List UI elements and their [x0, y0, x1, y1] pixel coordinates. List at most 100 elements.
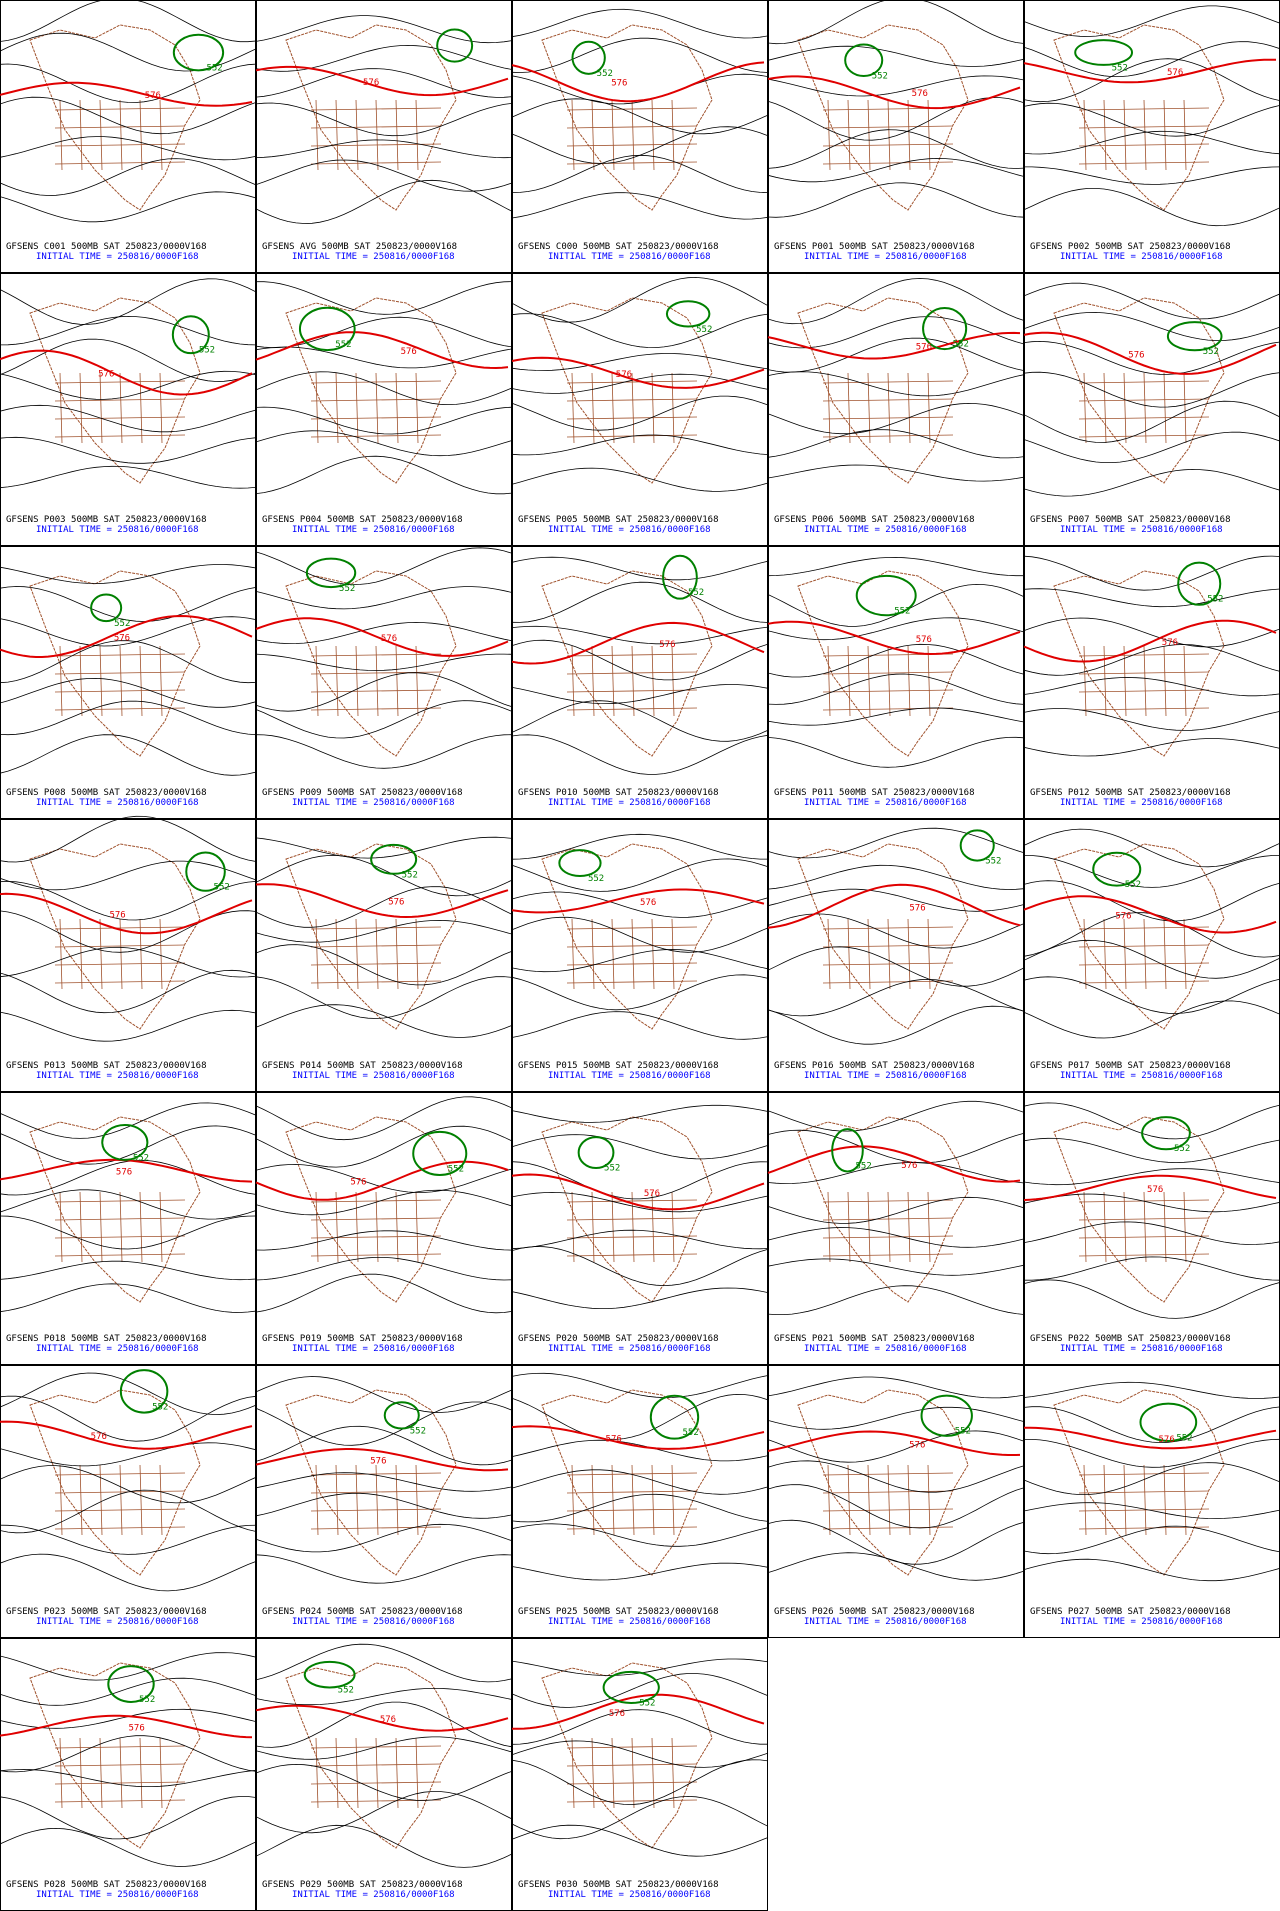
border-line [1078, 1490, 1210, 1494]
height-contour [0, 0, 257, 43]
border-line [1078, 962, 1210, 966]
contour-552 [662, 554, 698, 600]
map-panel: 576 552 GFSENS P016 500MB SAT 250823/0000V… [767, 819, 1025, 1092]
panel-border [256, 819, 512, 1092]
height-contour [255, 734, 513, 769]
border-line [822, 1217, 954, 1221]
height-contour [255, 1425, 513, 1466]
contour-576 [0, 349, 253, 396]
border-line [822, 380, 954, 384]
border-line [671, 918, 675, 990]
border-line [651, 1464, 655, 1536]
border-line [1103, 99, 1107, 171]
height-contour [255, 1736, 513, 1760]
height-contour [767, 643, 1025, 678]
contour-label: 552 [133, 1153, 149, 1163]
border-line [571, 99, 575, 171]
border-line [355, 1191, 359, 1263]
contour-label: 552 [604, 1164, 620, 1174]
height-contour [255, 919, 513, 943]
height-contour [0, 1553, 257, 1592]
border-line [54, 398, 186, 402]
border-line [310, 1253, 442, 1257]
panel-label: GFSENS C000 500MB SAT 250823/0000V168 [518, 242, 718, 252]
border-line [566, 1253, 698, 1257]
border-line [335, 1191, 339, 1263]
height-contour [255, 371, 513, 406]
contour-576 [767, 1145, 1021, 1183]
border-line [566, 980, 698, 984]
coastline [797, 843, 969, 1030]
contour-label: 552 [1176, 1433, 1192, 1443]
border-line [119, 1737, 123, 1809]
border-line [310, 980, 442, 984]
panel-label: GFSENS P026 500MB SAT 250823/0000V168 [774, 1607, 974, 1617]
contour-576 [1023, 331, 1277, 375]
border-line [395, 645, 399, 717]
height-contour [511, 1134, 769, 1160]
contour-label: 552 [199, 346, 215, 356]
panel-label: GFSENS P028 500MB SAT 250823/0000V168 [6, 1880, 206, 1890]
panel-label: GFSENS P007 500MB SAT 250823/0000V168 [1030, 515, 1230, 525]
border-line [822, 143, 954, 147]
height-contour [0, 136, 257, 161]
contour-label: 552 [206, 64, 222, 74]
border-line [1078, 707, 1210, 711]
border-line [822, 1199, 954, 1203]
border-line [907, 372, 911, 444]
contour-552 [119, 1369, 169, 1414]
panel-border [0, 1638, 256, 1911]
contour-label: 552 [410, 1426, 426, 1436]
height-contour [767, 1227, 1025, 1248]
map-panel: 576 552 GFSENS C001 500MB SAT 250823/0000V… [0, 0, 257, 273]
height-contour [0, 1215, 257, 1250]
height-contour [255, 1791, 513, 1834]
contour-552 [649, 1394, 700, 1440]
border-line [54, 1217, 186, 1221]
border-line [310, 398, 442, 402]
border-line [79, 645, 83, 717]
height-contour [255, 1701, 513, 1748]
height-contour [1023, 1525, 1280, 1555]
height-contour [511, 276, 769, 323]
height-contour [1023, 880, 1280, 922]
height-contour [0, 1735, 257, 1773]
border-line [59, 645, 63, 717]
border-line [375, 1464, 379, 1536]
contour-552 [101, 1123, 149, 1161]
contour-label: 576 [659, 640, 675, 650]
border-line [631, 372, 635, 444]
panel-time: INITIAL TIME = 250816/0000F168 [36, 252, 199, 262]
height-contour [255, 102, 513, 137]
border-line [310, 962, 442, 966]
border-line [566, 1745, 698, 1749]
border-line [847, 1464, 851, 1536]
contour-label: 552 [448, 1164, 464, 1174]
border-line [927, 372, 931, 444]
panel-time: INITIAL TIME = 250816/0000F168 [548, 1890, 711, 1900]
border-line [310, 944, 442, 948]
contour-552 [922, 307, 968, 351]
border-line [1078, 161, 1210, 165]
border-line [571, 372, 575, 444]
height-contour [511, 949, 769, 973]
border-line [54, 1472, 186, 1476]
panel-label: GFSENS P014 500MB SAT 250823/0000V168 [262, 1061, 462, 1071]
contour-576 [511, 356, 765, 389]
panel-border [1024, 0, 1280, 273]
border-line [1123, 99, 1127, 171]
height-contour [255, 547, 513, 586]
contour-label: 552 [955, 1427, 971, 1437]
contour-label: 576 [350, 1178, 366, 1188]
border-line [310, 689, 442, 693]
height-contour [255, 1643, 513, 1683]
border-line [566, 1199, 698, 1203]
height-contour [255, 1189, 513, 1216]
border-line [847, 918, 851, 990]
height-contour [511, 700, 769, 742]
height-contour [1023, 1221, 1280, 1245]
height-contour [767, 97, 1025, 141]
contour-576 [255, 1448, 509, 1472]
border-line [395, 1737, 399, 1809]
panel-border [256, 546, 512, 819]
